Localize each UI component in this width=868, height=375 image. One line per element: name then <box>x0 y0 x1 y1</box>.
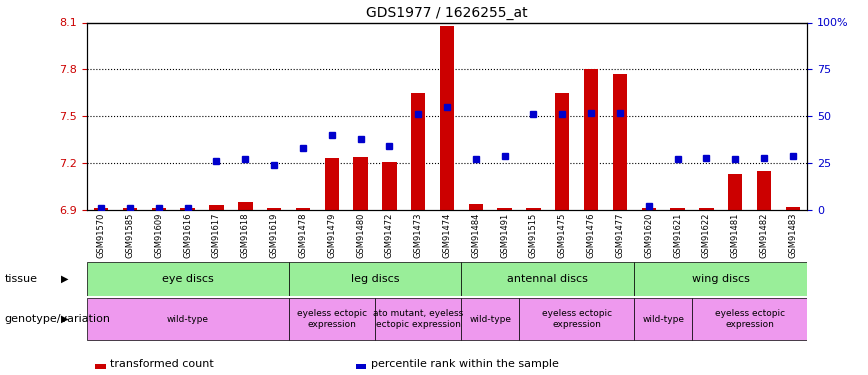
Text: wild-type: wild-type <box>470 315 511 324</box>
Text: eye discs: eye discs <box>161 274 214 284</box>
Text: GSM91484: GSM91484 <box>471 213 480 258</box>
Text: ato mutant, eyeless
ectopic expression: ato mutant, eyeless ectopic expression <box>373 309 464 329</box>
Text: eyeless ectopic
expression: eyeless ectopic expression <box>714 309 785 329</box>
Bar <box>635 298 692 340</box>
Text: antennal discs: antennal discs <box>508 274 589 284</box>
Text: GSM91620: GSM91620 <box>644 213 654 258</box>
Bar <box>526 209 541 210</box>
Bar <box>497 209 512 210</box>
Text: GSM91609: GSM91609 <box>155 213 163 258</box>
Text: GSM91570: GSM91570 <box>96 213 106 258</box>
Text: transformed count: transformed count <box>110 359 214 369</box>
Text: GSM91478: GSM91478 <box>299 213 307 258</box>
Text: wild-type: wild-type <box>167 315 208 324</box>
Bar <box>288 298 375 340</box>
Bar <box>635 262 807 296</box>
Bar <box>411 93 425 210</box>
Text: GSM91479: GSM91479 <box>327 213 336 258</box>
Text: GSM91616: GSM91616 <box>183 213 192 258</box>
Text: GSM91585: GSM91585 <box>126 213 135 258</box>
Bar <box>123 209 137 210</box>
Bar <box>375 298 462 340</box>
Text: GSM91617: GSM91617 <box>212 213 221 258</box>
Bar <box>519 298 635 340</box>
Bar <box>469 204 483 210</box>
Bar <box>641 209 656 210</box>
Text: wild-type: wild-type <box>642 315 684 324</box>
Text: GSM91483: GSM91483 <box>788 213 798 258</box>
Bar <box>728 174 742 210</box>
Text: GSM91474: GSM91474 <box>443 213 451 258</box>
Text: wing discs: wing discs <box>692 274 750 284</box>
Text: ▶: ▶ <box>62 274 69 284</box>
Bar <box>462 262 635 296</box>
Text: GSM91618: GSM91618 <box>240 213 250 258</box>
Text: GSM91619: GSM91619 <box>270 213 279 258</box>
Bar <box>353 157 368 210</box>
Text: GSM91476: GSM91476 <box>587 213 595 258</box>
Text: GSM91473: GSM91473 <box>414 213 423 258</box>
Text: GSM91472: GSM91472 <box>385 213 394 258</box>
Bar <box>238 202 253 210</box>
Text: GSM91480: GSM91480 <box>356 213 365 258</box>
Text: GSM91491: GSM91491 <box>500 213 510 258</box>
Bar <box>181 209 194 210</box>
Text: GSM91475: GSM91475 <box>558 213 567 258</box>
Text: tissue: tissue <box>4 274 37 284</box>
Bar <box>556 93 569 210</box>
Bar <box>87 262 288 296</box>
Bar <box>288 262 462 296</box>
Title: GDS1977 / 1626255_at: GDS1977 / 1626255_at <box>366 6 528 20</box>
Bar <box>152 209 166 210</box>
Bar <box>94 209 108 210</box>
Text: genotype/variation: genotype/variation <box>4 314 110 324</box>
Bar <box>613 74 628 210</box>
Bar <box>692 298 807 340</box>
Text: ▶: ▶ <box>62 314 69 324</box>
Text: GSM91477: GSM91477 <box>615 213 624 258</box>
Text: GSM91481: GSM91481 <box>731 213 740 258</box>
Text: GSM91515: GSM91515 <box>529 213 538 258</box>
Text: GSM91622: GSM91622 <box>702 213 711 258</box>
Bar <box>462 298 519 340</box>
Bar <box>267 209 281 210</box>
Bar <box>87 298 288 340</box>
Text: percentile rank within the sample: percentile rank within the sample <box>371 359 558 369</box>
Bar <box>786 207 800 210</box>
Bar <box>325 158 339 210</box>
Bar <box>440 26 454 210</box>
Bar <box>382 162 397 210</box>
Text: eyeless ectopic
expression: eyeless ectopic expression <box>297 309 367 329</box>
Bar <box>700 209 713 210</box>
Bar <box>670 209 685 210</box>
Text: leg discs: leg discs <box>351 274 399 284</box>
Bar <box>584 69 598 210</box>
Text: GSM91621: GSM91621 <box>673 213 682 258</box>
Text: GSM91482: GSM91482 <box>760 213 768 258</box>
Bar <box>757 171 772 210</box>
Bar <box>209 206 224 210</box>
Bar <box>296 209 310 210</box>
Text: eyeless ectopic
expression: eyeless ectopic expression <box>542 309 612 329</box>
